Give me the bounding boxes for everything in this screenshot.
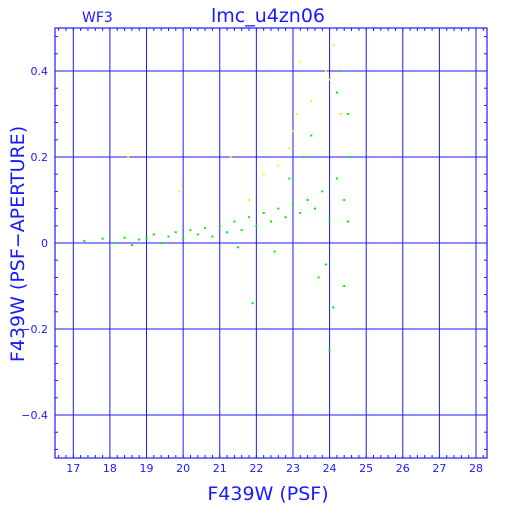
data-point [277,207,280,210]
data-point [251,302,254,305]
data-point [160,242,163,244]
data-point [237,246,240,249]
data-point [130,244,133,247]
data-point [346,220,349,223]
data-point [226,231,229,234]
data-point [262,211,265,214]
x-tick-label: 24 [323,462,337,475]
data-point [189,229,192,232]
data-point [123,236,126,239]
y-tick-label: −0.2 [21,323,48,336]
data-point [302,156,305,158]
data-point [178,190,181,193]
data-point [101,237,104,240]
data-point [350,156,353,158]
y-tick-label: 0 [41,237,48,250]
data-point [343,199,346,201]
x-tick-label: 20 [176,462,190,475]
data-point [335,177,338,180]
data-point [83,239,86,242]
data-point [167,235,170,238]
axis-ticks [55,28,487,458]
data-point [343,285,346,287]
x-tick-label: 21 [213,462,227,475]
x-tick-label: 17 [66,462,80,475]
data-point [310,134,313,137]
data-point [306,199,309,201]
data-point [339,113,342,115]
data-point [346,113,349,115]
data-point [204,226,207,229]
data-point [328,220,331,223]
data-point [248,216,251,219]
data-point [291,203,294,206]
data-point [328,349,331,352]
data-point [295,113,298,115]
x-tick-label: 27 [432,462,446,475]
data-point [174,231,177,234]
x-tick-label: 18 [103,462,117,475]
data-point [196,233,199,236]
data-point [127,156,130,158]
data-point [317,276,320,279]
data-point [218,224,221,227]
data-point [248,199,251,201]
y-tick-labels: −0.4 −0.2 0 0.2 0.4 [21,65,48,422]
chart-subtitle: WF3 [82,10,113,26]
data-point [313,207,316,210]
data-point [291,130,294,133]
x-tick-labels: 17 18 19 20 21 22 23 24 25 26 27 28 [66,462,483,475]
data-point [332,44,335,47]
data-point [332,306,335,309]
y-tick-label: −0.4 [21,409,48,422]
data-point [324,70,327,72]
data-point [284,216,287,219]
data-point [112,242,115,244]
data-point [288,177,291,180]
x-tick-label: 28 [469,462,483,475]
data-point [270,220,272,223]
chart-title: lmc_u4zn06 [211,5,325,27]
data-point [145,237,148,240]
data-point [339,70,342,72]
y-tick-label: 0.2 [31,151,49,164]
x-axis-label: F439W (PSF) [207,483,328,505]
y-axis-label: F439W (PSF−APERTURE) [7,126,29,362]
data-point [324,263,327,266]
data-point [229,156,232,158]
data-point [182,237,185,240]
data-point [277,164,280,167]
data-point [310,100,313,103]
grid-lines [55,28,487,458]
data-point [211,235,214,238]
data-point [138,238,141,241]
x-tick-label: 25 [359,462,373,475]
data-points [83,44,353,352]
data-point [299,61,302,64]
data-point [255,224,258,227]
x-tick-label: 26 [396,462,410,475]
data-point [152,233,155,236]
data-point [321,190,324,193]
data-point [240,229,243,232]
x-tick-label: 22 [249,462,263,475]
data-point [335,91,338,94]
data-point [328,78,331,81]
data-point [262,173,265,176]
data-point [299,211,302,214]
data-point [233,220,236,223]
y-tick-label: 0.4 [31,65,49,78]
x-tick-label: 19 [140,462,154,475]
data-point [273,250,276,253]
x-tick-label: 23 [286,462,300,475]
data-point [288,147,291,150]
